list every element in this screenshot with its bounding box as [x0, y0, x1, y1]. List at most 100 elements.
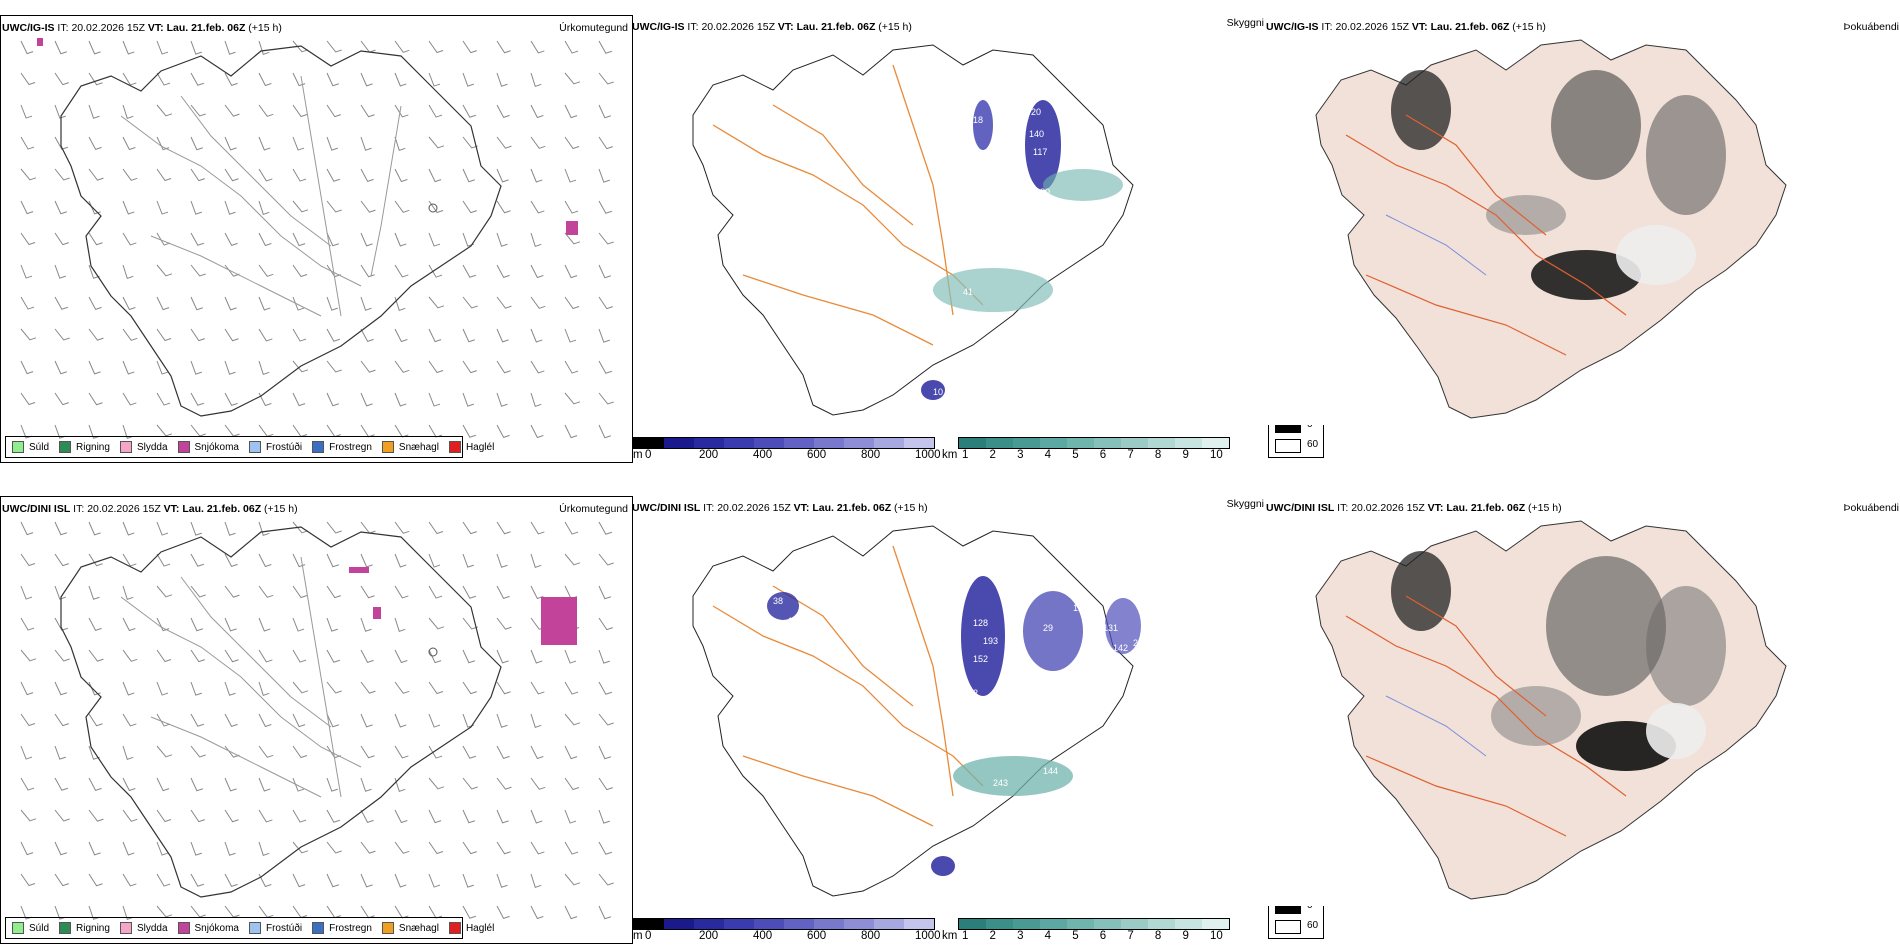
wind-barb [564, 713, 581, 726]
wind-barb [564, 521, 579, 535]
wind-barb [394, 873, 407, 888]
colorbar-segment [1202, 438, 1229, 448]
wind-barb [292, 873, 306, 888]
wind-barb [564, 424, 578, 439]
wind-barb [394, 649, 408, 664]
legend-item-5: Frostregn [312, 922, 372, 934]
fog-panel-1: UWC/IG-IS IT: 20.02.2026 15Z VT: Lau. 21… [1266, 15, 1899, 425]
wind-barb [326, 809, 340, 823]
fog-swatch-high-2 [1275, 920, 1301, 934]
wind-barb [54, 617, 68, 631]
wind-barb [190, 681, 202, 696]
wind-barb [564, 392, 581, 405]
wind-barb [530, 873, 542, 888]
wind-barb [326, 553, 339, 568]
wind-barb [530, 232, 542, 247]
colorbar-segment [1148, 919, 1175, 929]
wind-barb [462, 168, 475, 183]
wind-barb [360, 72, 373, 87]
wind-barb [292, 104, 308, 118]
wind-barb [54, 809, 70, 822]
wind-barb [564, 873, 581, 886]
colorbar-tick: 5 [1072, 930, 1079, 942]
fog-panel-title: Þokuábendi [1843, 21, 1899, 33]
wind-barb [122, 392, 137, 406]
row1-fog-header: UWC/IG-IS IT: 20.02.2026 15Z VT: Lau. 21… [1266, 21, 1546, 33]
wind-barb [156, 232, 171, 246]
wind-barb [394, 553, 407, 568]
wind-barb [428, 841, 444, 855]
wind-barb [598, 360, 612, 374]
wind-barb [122, 553, 137, 567]
colorbar-segment [904, 438, 934, 448]
colorbar-segment [1040, 438, 1067, 448]
wind-barb [122, 136, 136, 151]
wind-barb [530, 296, 546, 309]
visibility-colorbar-2 [958, 918, 1230, 930]
wind-barb [122, 841, 135, 856]
wind-barb [394, 72, 407, 87]
wind-barb [428, 296, 445, 309]
cloud-base-value-label: 193 [983, 636, 998, 646]
cloud-base-colorbar-1 [633, 437, 935, 449]
wind-barb [530, 681, 545, 695]
wind-barb [190, 841, 202, 856]
wind-barb [20, 841, 34, 856]
wind-barb [292, 40, 309, 53]
wind-barb [496, 681, 511, 695]
wind-barb [224, 713, 238, 727]
wind-barb [88, 873, 103, 887]
wind-barb [326, 360, 342, 373]
colorbar-segment [959, 919, 986, 929]
wind-barb [54, 585, 66, 600]
wind-barb [530, 200, 545, 214]
colorbar-tick: 10 [1210, 930, 1223, 942]
colorbar-tick: 1000 [915, 449, 941, 461]
colorbar-segment [1148, 438, 1175, 448]
wind-barb [292, 424, 308, 438]
wind-barb [224, 777, 237, 792]
wind-barb [394, 104, 409, 118]
wind-barb [428, 200, 444, 214]
wind-barb [326, 392, 339, 407]
colorbar-tick: 6 [1099, 930, 1107, 942]
precip-type-legend-2: Súld Rigning Slydda Snjókoma Frostúði Frostre… [5, 917, 494, 939]
wind-barb [428, 521, 444, 535]
wind-barb [292, 136, 305, 151]
cloud-panel-title-2: Skyggni [1226, 498, 1264, 510]
wind-barb [462, 777, 478, 790]
cloud-base-value-label: 23 [1133, 638, 1143, 648]
wind-barb [224, 585, 240, 598]
colorbar-segment [694, 438, 724, 448]
wind-barb [292, 72, 306, 87]
colorbar-tick: 10 [1210, 449, 1223, 461]
wind-barb [258, 649, 273, 663]
wind-barb [156, 521, 169, 536]
wind-barb [360, 841, 376, 854]
cloud-base-value-label: 140 [1029, 129, 1044, 139]
wind-barb [360, 168, 374, 182]
wind-barb [20, 745, 33, 760]
wind-barb [88, 681, 101, 696]
wind-barb [258, 104, 274, 117]
wind-barb [360, 745, 375, 759]
wind-barb [496, 296, 512, 309]
colorbar-tick: 1 [962, 930, 969, 942]
wind-barb [462, 841, 477, 855]
wind-barb [156, 553, 171, 567]
wind-barb [88, 649, 104, 662]
wind-barb [564, 104, 578, 119]
wind-barb [156, 392, 171, 406]
legend-item-7: Haglél [448, 922, 494, 934]
wind-barb [54, 841, 67, 856]
wind-barb [156, 649, 172, 663]
wind-barb [54, 745, 66, 760]
wind-barb [156, 168, 172, 182]
legend-item-6: Snæhagl [381, 441, 439, 453]
wind-barb [258, 72, 272, 87]
wind-barb [224, 104, 240, 117]
wind-barb [224, 328, 239, 342]
wind-barb [496, 328, 509, 343]
wind-barb [20, 200, 34, 215]
cloud-base-value-label: 131 [1103, 623, 1118, 633]
